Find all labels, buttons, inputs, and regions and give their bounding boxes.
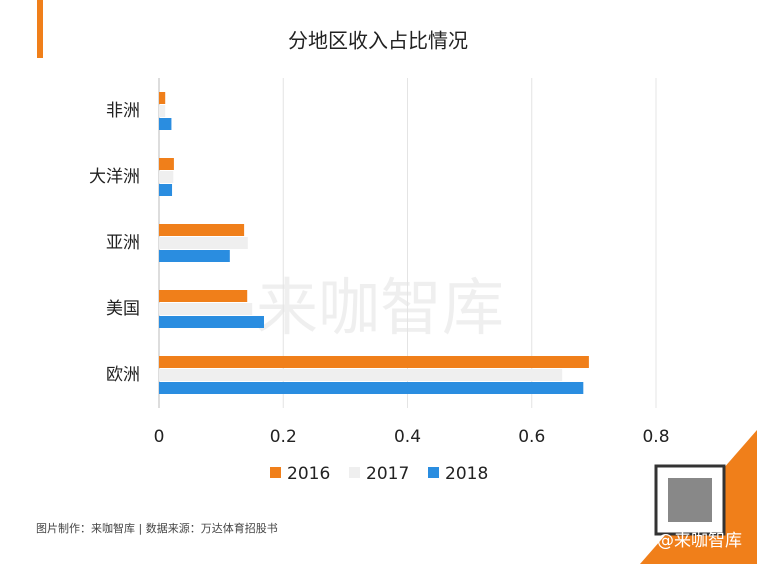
bar	[159, 303, 253, 315]
legend-swatch	[428, 467, 439, 478]
y-tick-label: 欧洲	[106, 365, 140, 385]
y-tick-label: 非洲	[106, 101, 140, 121]
chart-title: 分地区收入占比情况	[288, 29, 468, 53]
bar	[159, 356, 589, 368]
bar	[159, 290, 248, 302]
bar	[159, 171, 174, 183]
x-tick-label: 0.4	[394, 427, 421, 447]
bar	[159, 184, 173, 196]
source-note: 图片制作：来咖智库 | 数据来源：万达体育招股书	[36, 521, 278, 535]
bar	[159, 382, 584, 394]
x-tick-label: 0.6	[518, 427, 545, 447]
bar	[159, 224, 245, 236]
y-tick-label: 美国	[106, 299, 140, 319]
accent-bar	[37, 0, 43, 58]
bar	[159, 92, 166, 104]
bar	[159, 118, 172, 130]
bar	[159, 369, 563, 381]
bar	[159, 158, 174, 170]
bar	[159, 237, 248, 249]
legend-swatch	[349, 467, 360, 478]
x-tick-label: 0	[154, 427, 165, 447]
bar	[159, 250, 230, 262]
bar	[159, 316, 264, 328]
y-tick-label: 大洋洲	[89, 167, 140, 187]
watermark: 来咖智库	[256, 271, 504, 344]
credit: 头条 @来咖智库	[618, 531, 742, 551]
bar	[159, 105, 166, 117]
qr-code-inner	[668, 478, 712, 522]
legend-label: 2017	[366, 464, 409, 484]
legend-swatch	[270, 467, 281, 478]
legend-label: 2016	[287, 464, 330, 484]
x-tick-label: 0.8	[642, 427, 669, 447]
legend-label: 2018	[445, 464, 488, 484]
qr-code	[654, 464, 726, 536]
x-tick-label: 0.2	[270, 427, 297, 447]
y-tick-label: 亚洲	[106, 233, 140, 253]
